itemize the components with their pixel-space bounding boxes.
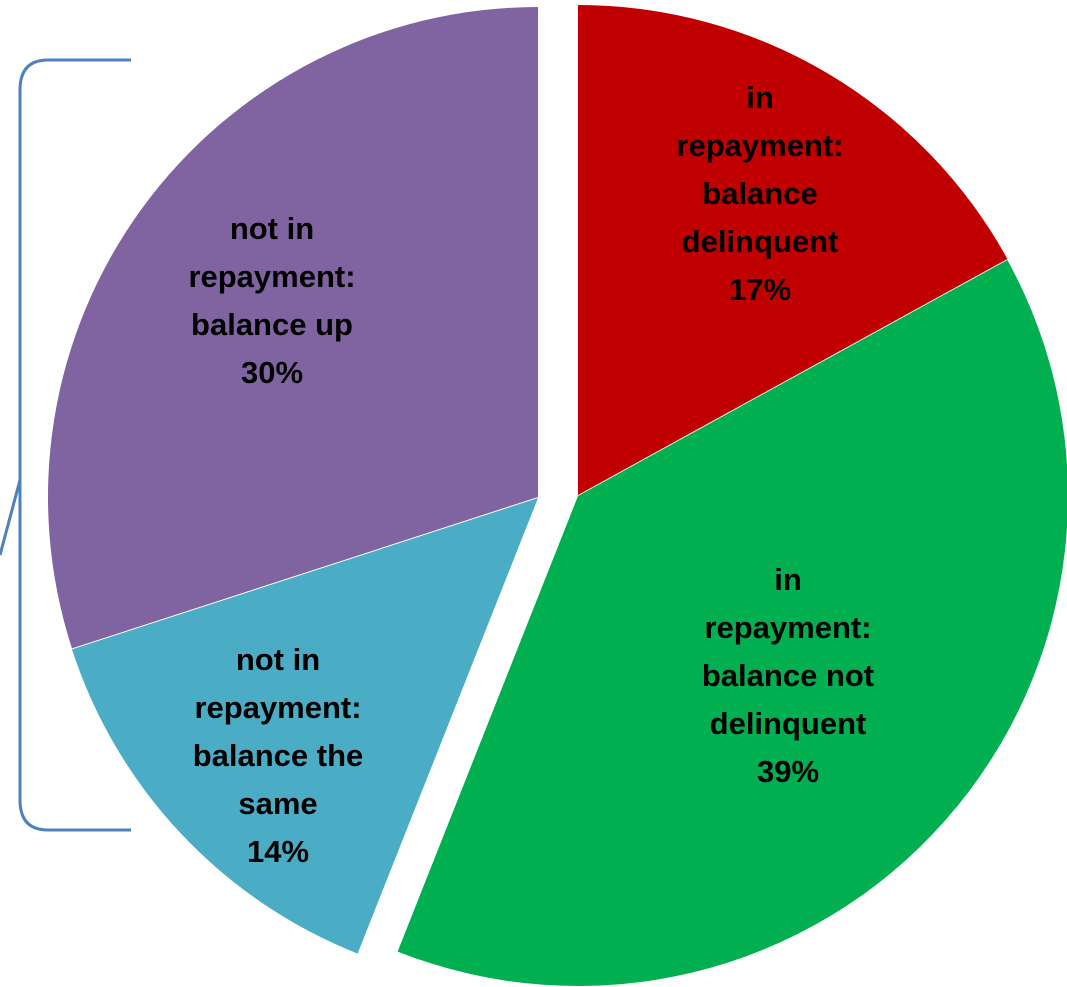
pie-slice-label: not in repayment: balance up 30% <box>188 211 355 390</box>
pie-slice-label-line: repayment: <box>676 128 843 163</box>
pie-slice-label-line: repayment: <box>188 259 355 294</box>
pie-slice-value-label: 39% <box>757 754 819 789</box>
bracket-annotation-not-in-repayment <box>0 58 131 832</box>
pie-slice-label-line: repayment: <box>704 610 871 645</box>
pie-slice-label: in repayment: balance not delinquent 39% <box>702 562 874 789</box>
pie-slice-label-line: repayment: <box>194 690 361 725</box>
pie-slice-label: in repayment: balance delinquent 17% <box>676 80 843 307</box>
pie-slice-label-line: not in <box>236 642 320 677</box>
pie-slice-14-percent <box>71 498 538 954</box>
pie-slice-value-label: 17% <box>729 272 791 307</box>
pie-slice-label-line: balance <box>702 176 817 211</box>
pie-slice-label-line: delinquent <box>682 224 839 259</box>
pie-slices <box>47 5 1067 986</box>
pie-slice-39-percent <box>397 259 1067 986</box>
pie-slice-label-line: same <box>238 786 317 821</box>
pie-slice-label-line: balance not <box>702 658 874 693</box>
pie-slice-label: not in repayment: balance the same 14% <box>193 642 364 869</box>
pie-slice-label-line: balance the <box>193 738 364 773</box>
pie-slice-value-label: 30% <box>241 355 303 390</box>
pie-slice-label-line: in <box>774 562 802 597</box>
pie-slice-30-percent <box>47 7 539 649</box>
pie-slice-value-label: 14% <box>247 834 309 869</box>
pie-slice-label-line: in <box>746 80 774 115</box>
pie-slice-17-percent <box>578 5 1008 495</box>
pie-slice-label-line: not in <box>230 211 314 246</box>
pie-slice-label-line: balance up <box>191 307 353 342</box>
pie-slice-label-line: delinquent <box>710 706 867 741</box>
pie-labels: in repayment: balance delinquent 17% in repaym… <box>188 80 874 869</box>
